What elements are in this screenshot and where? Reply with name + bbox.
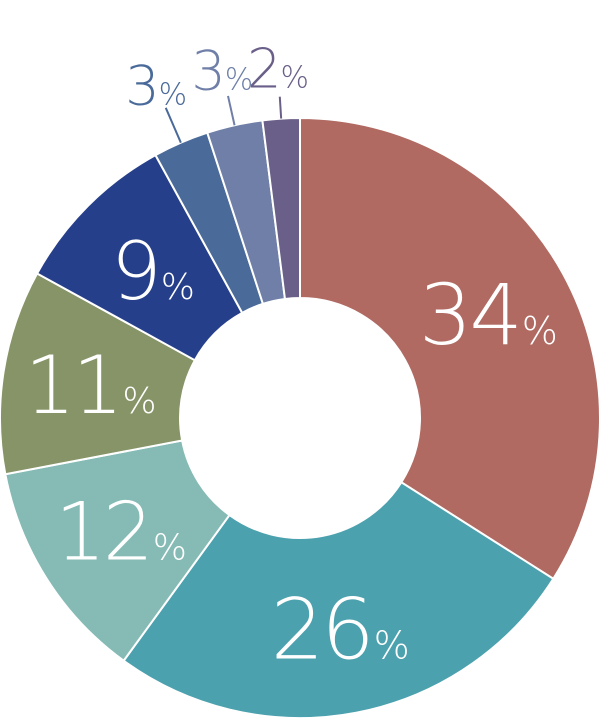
- slice-unit-7: %: [280, 61, 309, 96]
- slice-label-6: 3%: [191, 39, 253, 102]
- leader-line-7: [278, 96, 283, 119]
- slice-0: [299, 116, 600, 581]
- leader-lines: [164, 95, 283, 144]
- slice-label-7: 2%: [247, 38, 309, 101]
- slice-unit-6: %: [225, 62, 254, 97]
- slice-label-1: 26%: [271, 581, 410, 679]
- slice-7: [261, 116, 301, 301]
- slice-unit-1: %: [374, 624, 410, 668]
- slice-value-0: 34: [419, 266, 520, 364]
- leader-line-5: [164, 107, 182, 144]
- slice-3: [0, 272, 197, 476]
- slice-unit-0: %: [522, 309, 558, 353]
- slice-unit-2: %: [153, 528, 187, 569]
- slice-value-2: 12: [55, 486, 151, 579]
- slice-value-6: 3: [191, 39, 222, 102]
- slice-label-4: 9%: [111, 225, 195, 318]
- slice-1: [122, 480, 555, 719]
- slice-label-3: 11%: [25, 339, 157, 432]
- leader-line-6: [227, 95, 236, 126]
- slice-label-5: 3%: [125, 55, 187, 118]
- slice-label-2: 12%: [55, 486, 187, 579]
- slice-unit-4: %: [161, 267, 195, 308]
- slice-2: [4, 439, 231, 663]
- slice-value-5: 3: [125, 55, 156, 118]
- chart-labels: 34%26%12%11%9%3% 3%2%: [25, 38, 558, 679]
- slice-unit-5: %: [159, 78, 188, 113]
- slice-value-4: 9: [111, 225, 159, 318]
- slice-value-1: 26: [271, 581, 372, 679]
- slice-unit-3: %: [122, 381, 156, 422]
- chart-slices: [0, 116, 600, 719]
- slice-label-0: 34%: [419, 266, 558, 364]
- slice-value-3: 11: [25, 339, 121, 432]
- slice-value-7: 2: [247, 38, 278, 101]
